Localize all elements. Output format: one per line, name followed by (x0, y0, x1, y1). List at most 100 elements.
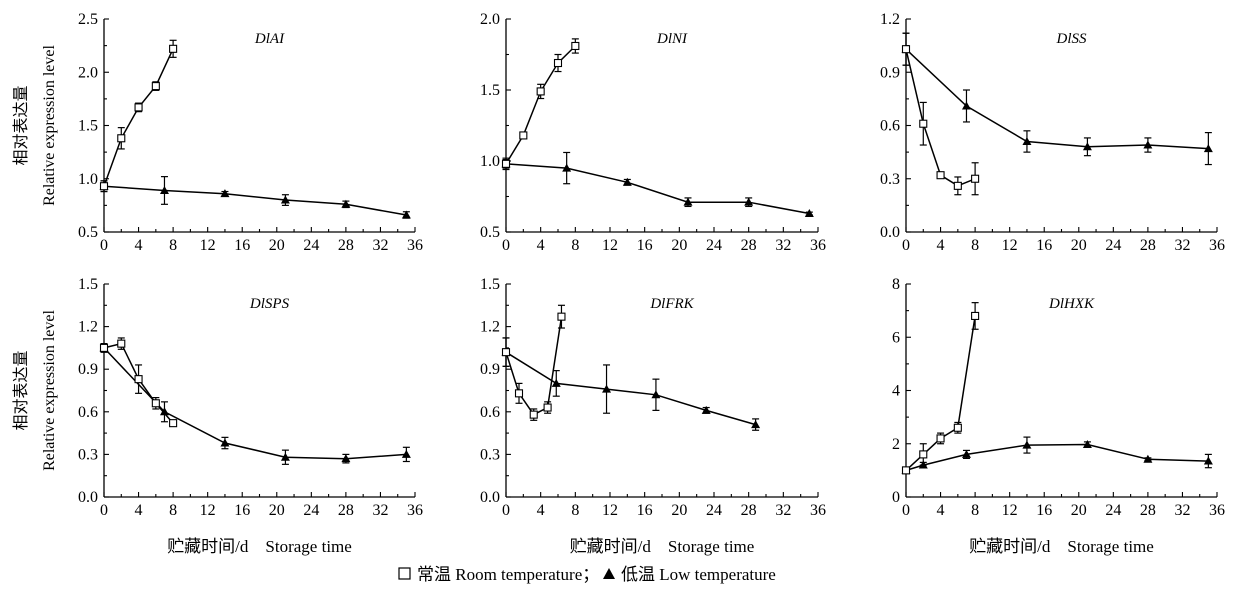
x-tick-label: 4 (537, 237, 545, 254)
chart-panel-2: 0 4 8 12 16 20 24 28 32 36 0.5 1.0 1.5 2.0 DlNI (480, 11, 826, 254)
x-tick-label: 8 (169, 502, 177, 519)
y-tick-label: 0.0 (480, 489, 500, 506)
data-point-room (953, 423, 962, 432)
panel-title: DlFRK (649, 296, 694, 312)
x-tick-label: 8 (971, 237, 979, 254)
data-point-low (651, 390, 661, 399)
x-tick-label: 12 (200, 502, 216, 519)
data-point-low (341, 454, 351, 463)
x-tick-label: 8 (971, 502, 979, 519)
x-tick-label: 8 (571, 502, 579, 519)
chart-panel-5: 0 4 8 12 16 20 24 28 32 36 0.0 0.3 0.6 0.9 1.2 1.5 DlFRK… (480, 276, 826, 556)
data-point-room (919, 119, 928, 128)
y-tick-label: 0.6 (880, 118, 900, 135)
x-tick-label: 4 (537, 502, 545, 519)
x-tick-label: 16 (637, 502, 653, 519)
data-point-low (401, 210, 411, 219)
data-point-room (953, 181, 962, 190)
x-tick-label: 0 (502, 237, 510, 254)
y-tick-label: 1.2 (480, 319, 500, 336)
series-room-temperature (901, 32, 980, 196)
data-point-low (220, 189, 230, 198)
y-tick-label: 8 (892, 276, 900, 293)
x-tick-label: 0 (502, 502, 510, 519)
y-tick-label: 6 (892, 329, 900, 346)
chart-panel-1: 0 4 8 12 16 20 24 28 32 36 0.5 1.0 1.5 2.0 2.5 DlAI 相对表达… (12, 11, 423, 254)
y-tick-label: 2.0 (78, 64, 98, 81)
x-tick-label: 12 (1002, 502, 1018, 519)
data-point-room (557, 312, 566, 321)
legend-low-marker (603, 568, 615, 579)
data-point-low (683, 197, 693, 206)
series-line (505, 163, 810, 215)
data-point-low (341, 199, 351, 208)
y-tick-label: 1.2 (78, 319, 98, 336)
series-line (905, 315, 976, 471)
series-line (103, 185, 407, 216)
panel-title: DlNI (656, 31, 688, 47)
series-low-temperature (501, 151, 814, 218)
y-tick-label: 0.6 (78, 404, 98, 421)
data-point-low (159, 185, 169, 194)
x-tick-label: 20 (671, 502, 687, 519)
x-tick-label: 28 (338, 502, 354, 519)
x-tick-label: 20 (671, 237, 687, 254)
data-point-low (961, 101, 971, 110)
y-tick-label: 0 (892, 489, 900, 506)
series-room-temperature (99, 337, 178, 428)
x-axis-label: 贮藏时间/d Storage time (167, 537, 352, 556)
x-tick-label: 28 (1140, 502, 1156, 519)
data-point-low (744, 197, 754, 206)
y-tick-label: 1.0 (78, 171, 98, 188)
x-tick-label: 16 (1036, 502, 1052, 519)
legend: 常温 Room temperature； 低温 Low temperature (398, 565, 776, 584)
data-point-room (169, 419, 178, 428)
x-tick-label: 4 (937, 502, 945, 519)
y-axis-label-en: Relative expression level (41, 310, 58, 471)
x-tick-label: 0 (902, 237, 910, 254)
x-tick-label: 28 (1140, 237, 1156, 254)
x-tick-label: 36 (1209, 237, 1225, 254)
x-tick-label: 16 (234, 237, 250, 254)
data-point-room (117, 339, 126, 348)
series-line (505, 45, 576, 165)
x-tick-label: 0 (902, 502, 910, 519)
data-point-room (936, 434, 945, 443)
series-low-temperature (501, 337, 761, 431)
data-point-room (501, 348, 511, 357)
x-tick-label: 24 (706, 237, 722, 254)
series-line (905, 48, 1209, 150)
series-line (905, 49, 976, 187)
series-room-temperature (501, 38, 580, 169)
x-tick-label: 16 (1036, 237, 1052, 254)
data-point-room (971, 174, 980, 183)
data-point-low (280, 195, 290, 204)
series-line (505, 316, 563, 416)
x-tick-label: 36 (810, 502, 826, 519)
x-tick-label: 24 (303, 502, 319, 519)
panel-title: DlAI (254, 31, 285, 47)
data-point-room (536, 87, 545, 96)
y-tick-label: 1.5 (480, 82, 500, 99)
y-tick-label: 4 (892, 383, 900, 400)
x-tick-label: 4 (937, 237, 945, 254)
data-point-low (961, 449, 971, 458)
x-tick-label: 24 (706, 502, 722, 519)
data-point-low (1082, 440, 1092, 449)
panels: 0 4 8 12 16 20 24 28 32 360.51.01.52.02.5DlAI相对表达… (12, 11, 1225, 556)
legend-low-label: 低温 Low temperature (621, 565, 776, 584)
x-tick-label: 32 (372, 502, 388, 519)
x-tick-label: 24 (1105, 237, 1121, 254)
data-point-low (602, 384, 612, 393)
data-point-room (99, 343, 109, 352)
data-point-low (1203, 144, 1213, 153)
x-tick-label: 32 (372, 237, 388, 254)
series-low-temperature (901, 436, 1213, 474)
data-point-room (99, 182, 109, 191)
data-point-room (519, 131, 528, 140)
x-axis-label: 贮藏时间/d Storage time (969, 537, 1154, 556)
x-tick-label: 20 (1071, 237, 1087, 254)
y-tick-label: 1.2 (880, 11, 900, 28)
x-tick-label: 16 (234, 502, 250, 519)
